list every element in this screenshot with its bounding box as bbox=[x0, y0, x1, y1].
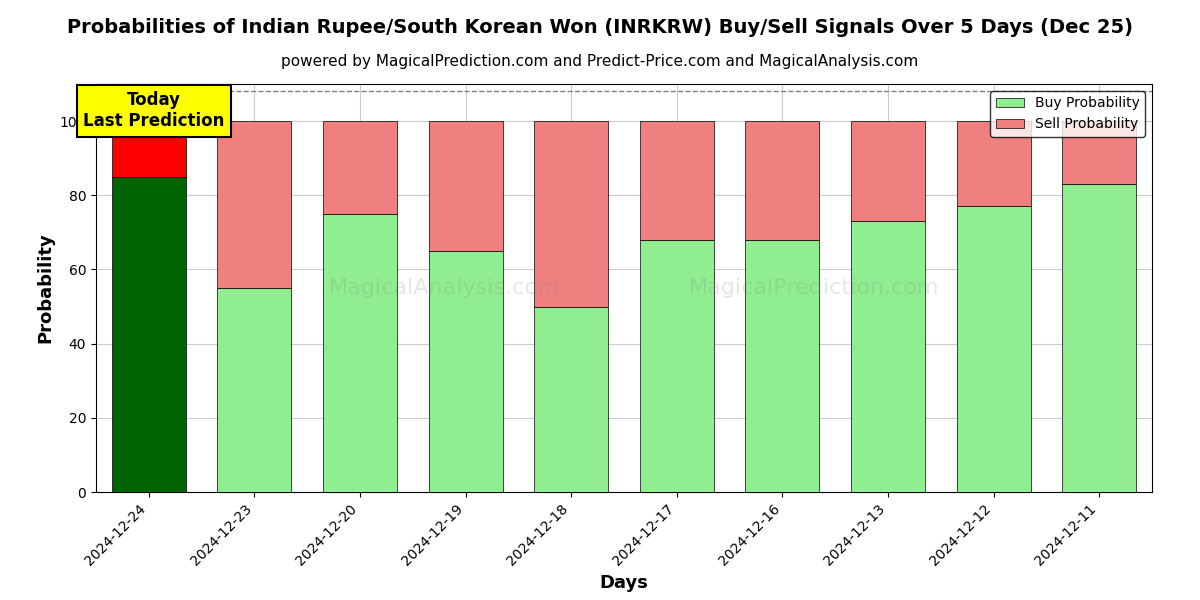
Legend: Buy Probability, Sell Probability: Buy Probability, Sell Probability bbox=[990, 91, 1145, 137]
Bar bbox=[851, 221, 925, 492]
Bar bbox=[956, 206, 1031, 492]
Bar bbox=[851, 121, 925, 221]
Bar bbox=[217, 121, 292, 288]
Bar bbox=[217, 288, 292, 492]
Bar bbox=[1062, 184, 1136, 492]
Text: MagicalPrediction.com: MagicalPrediction.com bbox=[689, 278, 940, 298]
Bar bbox=[323, 121, 397, 214]
Bar bbox=[640, 240, 714, 492]
Bar bbox=[112, 177, 186, 492]
Bar bbox=[1062, 121, 1136, 184]
Bar bbox=[323, 214, 397, 492]
Bar bbox=[956, 121, 1031, 206]
X-axis label: Days: Days bbox=[600, 574, 648, 592]
Text: Probabilities of Indian Rupee/South Korean Won (INRKRW) Buy/Sell Signals Over 5 : Probabilities of Indian Rupee/South Kore… bbox=[67, 18, 1133, 37]
Bar bbox=[745, 240, 820, 492]
Text: MagicalAnalysis.com: MagicalAnalysis.com bbox=[329, 278, 560, 298]
Bar bbox=[428, 121, 503, 251]
Bar bbox=[745, 121, 820, 240]
Bar bbox=[112, 121, 186, 177]
Bar bbox=[534, 121, 608, 307]
Text: Today
Last Prediction: Today Last Prediction bbox=[83, 91, 224, 130]
Bar bbox=[640, 121, 714, 240]
Text: powered by MagicalPrediction.com and Predict-Price.com and MagicalAnalysis.com: powered by MagicalPrediction.com and Pre… bbox=[281, 54, 919, 69]
Bar bbox=[428, 251, 503, 492]
Bar bbox=[534, 307, 608, 492]
Y-axis label: Probability: Probability bbox=[36, 233, 54, 343]
